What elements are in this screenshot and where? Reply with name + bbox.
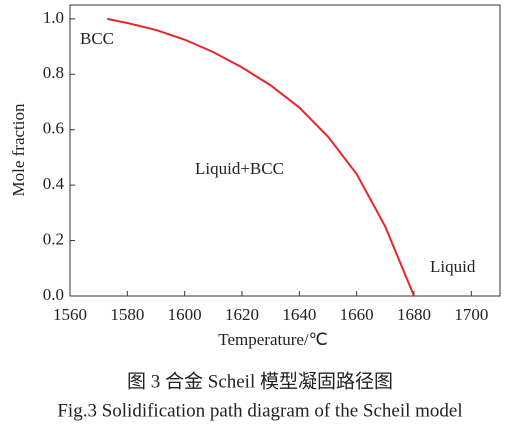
- y-tick-label: 0.2: [43, 229, 64, 248]
- x-tick-label: 1560: [53, 305, 87, 324]
- x-tick-label: 1600: [168, 305, 202, 324]
- x-tick-label: 1680: [397, 305, 431, 324]
- caption-en: Fig.3 Solidification path diagram of the…: [57, 400, 462, 421]
- x-tick-label: 1620: [225, 305, 259, 324]
- y-tick-label: 0.6: [43, 119, 64, 138]
- caption-cn: 图 3 合金 Scheil 模型凝固路径图: [127, 370, 393, 392]
- y-tick-label: 1.0: [43, 8, 64, 27]
- x-tick-label: 1580: [110, 305, 144, 324]
- y-axis-label: Mole fraction: [9, 103, 28, 196]
- annotation: Liquid+BCC: [195, 159, 284, 178]
- x-axis-label: Temperature/℃: [218, 330, 327, 349]
- plot-frame: [69, 4, 501, 297]
- y-tick-label: 0.8: [43, 63, 64, 82]
- x-tick-label: 1640: [282, 305, 316, 324]
- y-tick-label: 0.4: [43, 174, 65, 193]
- x-tick-label: 1660: [340, 305, 374, 324]
- y-tick-label: 0.0: [43, 285, 64, 304]
- annotation: Liquid: [430, 257, 476, 276]
- annotation: BCC: [80, 29, 114, 48]
- data-line: [107, 17, 415, 297]
- x-tick-label: 1700: [454, 305, 488, 324]
